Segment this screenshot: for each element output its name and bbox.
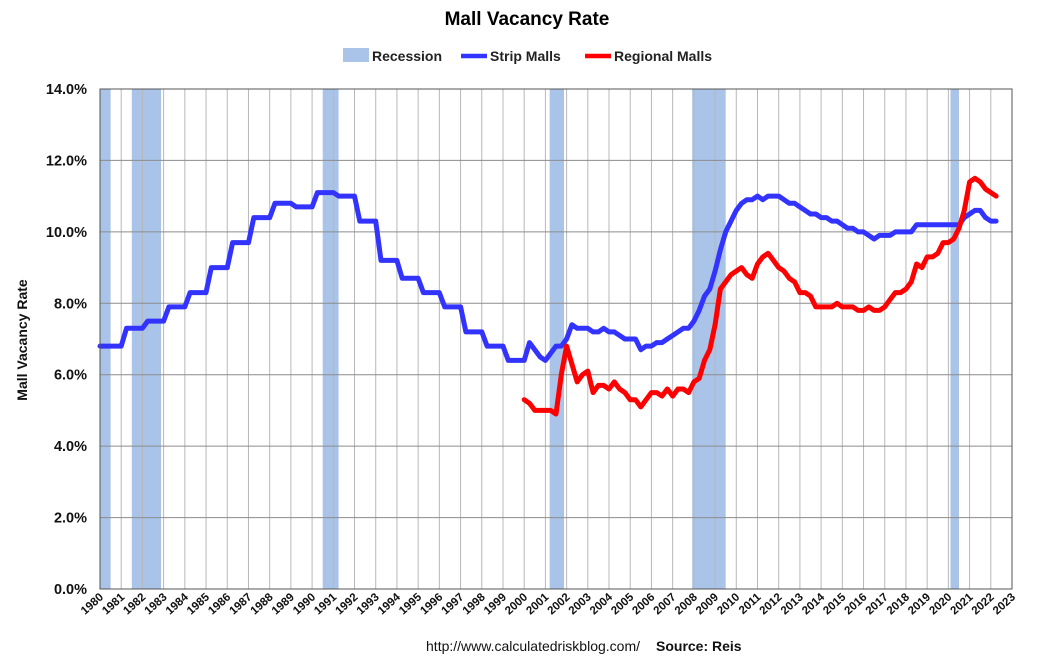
recession-bands <box>100 89 959 589</box>
recession-band-3 <box>549 89 565 589</box>
legend-label-recession: Recession <box>372 48 442 64</box>
recession-band-1 <box>131 89 162 589</box>
chart-title: Mall Vacancy Rate <box>445 9 610 30</box>
footer-url: http://www.calculatedriskblog.com/ <box>426 638 640 654</box>
legend-label-strip-malls: Strip Malls <box>490 48 561 64</box>
footer-source: Source: Reis <box>656 638 742 654</box>
y-tick-label: 2.0% <box>54 511 87 527</box>
y-tick-label: 6.0% <box>54 368 87 384</box>
recession-band-2 <box>322 89 339 589</box>
legend-label-regional-malls: Regional Malls <box>614 48 712 64</box>
recession-band-0 <box>100 89 111 589</box>
series-lines <box>97 175 999 417</box>
plot-area <box>97 88 1013 590</box>
gridlines <box>100 89 1012 589</box>
series-line-strip-malls <box>97 190 999 363</box>
series-line-regional-malls <box>521 175 999 417</box>
recession-band-5 <box>950 89 959 589</box>
recession-band-4 <box>692 89 726 589</box>
y-tick-label: 10.0% <box>46 225 87 241</box>
plot-frame <box>99 88 1013 590</box>
legend-swatch-recession <box>343 48 369 62</box>
legend: Recession Strip Malls Regional Malls <box>343 48 712 64</box>
y-tick-label: 8.0% <box>54 296 87 312</box>
y-tick-label: 12.0% <box>46 153 87 169</box>
y-tick-label: 0.0% <box>54 582 87 598</box>
y-tick-label: 14.0% <box>46 82 87 98</box>
y-tick-label: 4.0% <box>54 439 87 455</box>
y-axis-label: Mall Vacancy Rate <box>14 279 30 401</box>
y-axis-ticks: 0.0% 2.0% 4.0% 6.0% 8.0% 10.0% 12.0% 14.0% <box>46 82 87 598</box>
